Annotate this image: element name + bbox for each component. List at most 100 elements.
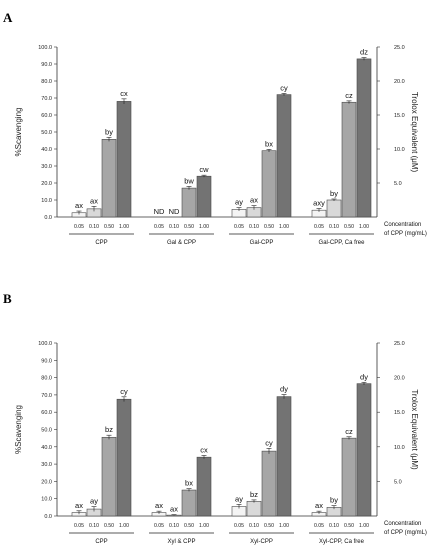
significance-label: axy bbox=[313, 199, 325, 208]
concentration-label-unit: of CPP (mg/mL) bbox=[384, 231, 427, 237]
y-tick-label: 40.0 bbox=[41, 445, 52, 451]
significance-label: dz bbox=[360, 48, 368, 57]
bar bbox=[181, 489, 197, 517]
significance-label: bw bbox=[184, 176, 194, 185]
y2-tick-label: 20.0 bbox=[394, 376, 405, 382]
panel-letter-b: B bbox=[3, 291, 12, 306]
y2-tick-label: 10.0 bbox=[394, 445, 405, 451]
significance-label: bz bbox=[105, 425, 113, 434]
bar bbox=[101, 139, 117, 218]
y2-tick-label: 20.0 bbox=[394, 79, 405, 85]
x-tick-label: 1.00 bbox=[119, 224, 129, 230]
significance-label: ax bbox=[90, 196, 98, 205]
bar bbox=[246, 500, 262, 517]
x-tick-label: 0.05 bbox=[74, 523, 84, 529]
x-tick-label: 0.10 bbox=[249, 224, 259, 230]
significance-label: bz bbox=[250, 490, 258, 499]
bar bbox=[116, 398, 132, 517]
y-tick-label: 30.0 bbox=[41, 462, 52, 468]
significance-label: cy bbox=[280, 83, 288, 92]
y-tick-label: 50.0 bbox=[41, 428, 52, 434]
x-tick-label: 0.50 bbox=[344, 224, 354, 230]
y2-tick-label: 5.0 bbox=[394, 181, 402, 187]
y2-axis-title: Trolox Equivalent (μM) bbox=[410, 389, 419, 470]
x-tick-label: 0.50 bbox=[184, 523, 194, 529]
bar bbox=[261, 450, 277, 517]
x-tick-label: 1.00 bbox=[359, 523, 369, 529]
y2-tick-label: 25.0 bbox=[394, 45, 405, 51]
group-label: Xyl & CPP bbox=[167, 539, 195, 545]
significance-label: dy bbox=[280, 385, 288, 394]
x-tick-label: 0.10 bbox=[89, 523, 99, 529]
significance-label: by bbox=[330, 189, 338, 198]
significance-label: dy bbox=[360, 372, 368, 381]
x-tick-label: 1.00 bbox=[199, 224, 209, 230]
bar bbox=[356, 58, 372, 218]
x-tick-label: 0.10 bbox=[329, 224, 339, 230]
significance-label: ax bbox=[170, 505, 178, 514]
y-tick-label: 80.0 bbox=[41, 79, 52, 85]
x-tick-label: 0.05 bbox=[234, 523, 244, 529]
y-tick-label: 60.0 bbox=[41, 410, 52, 416]
x-tick-label: 0.05 bbox=[154, 523, 164, 529]
y-tick-label: 0.0 bbox=[44, 514, 52, 520]
y-tick-label: 30.0 bbox=[41, 164, 52, 170]
y-tick-label: 70.0 bbox=[41, 393, 52, 399]
significance-label: ay bbox=[235, 494, 243, 503]
y-tick-label: 50.0 bbox=[41, 130, 52, 136]
y-axis-title: %Scavenging bbox=[14, 405, 23, 454]
y2-axis-title: Trolox Equivalent (μM) bbox=[410, 92, 419, 173]
group-label: CPP bbox=[95, 240, 107, 246]
group-label: Xyl-CPP bbox=[250, 539, 273, 545]
x-tick-label: 0.50 bbox=[344, 523, 354, 529]
y-tick-label: 10.0 bbox=[41, 497, 52, 503]
bar bbox=[356, 383, 372, 517]
y2-tick-label: 10.0 bbox=[394, 147, 405, 153]
bar bbox=[101, 436, 117, 517]
chart-panel-b: 0.0 10.0 20.0 30.0 40.0 50.0 60.0 70.0 80.0 90.0 1… bbox=[14, 341, 427, 545]
x-tick-label: 0.10 bbox=[329, 523, 339, 529]
y2-tick-label: 25.0 bbox=[394, 341, 405, 347]
y-tick-label: 40.0 bbox=[41, 147, 52, 153]
x-tick-label: 0.50 bbox=[264, 224, 274, 230]
significance-label: cz bbox=[345, 91, 353, 100]
significance-label: by bbox=[330, 496, 338, 505]
significance-label: ax bbox=[315, 501, 323, 510]
significance-label: ax bbox=[155, 501, 163, 510]
y-tick-label: 80.0 bbox=[41, 376, 52, 382]
panel-letter-a: A bbox=[3, 10, 13, 25]
significance-label: cx bbox=[120, 89, 128, 98]
significance-label: ND bbox=[169, 207, 180, 216]
significance-label: cw bbox=[199, 165, 209, 174]
significance-label: ND bbox=[154, 207, 165, 216]
significance-label: cz bbox=[345, 427, 353, 436]
bar bbox=[326, 199, 342, 218]
concentration-label: Concentration bbox=[384, 521, 421, 527]
significance-label: ay bbox=[90, 497, 98, 506]
significance-label: cy bbox=[120, 387, 128, 396]
x-tick-label: 0.50 bbox=[104, 224, 114, 230]
y-axis-title: %Scavenging bbox=[14, 108, 23, 157]
chart-panel-a: 0.0 10.0 20.0 30.0 40.0 50.0 60.0 70.0 80.0 90.0 1… bbox=[14, 45, 427, 246]
x-tick-label: 1.00 bbox=[119, 523, 129, 529]
significance-label: ax bbox=[250, 196, 258, 205]
bar bbox=[276, 396, 292, 517]
significance-label: ax bbox=[75, 501, 83, 510]
y-tick-label: 90.0 bbox=[41, 358, 52, 364]
x-tick-label: 1.00 bbox=[359, 224, 369, 230]
significance-label: cy bbox=[265, 438, 273, 447]
x-tick-label: 0.05 bbox=[314, 523, 324, 529]
x-tick-label: 0.10 bbox=[249, 523, 259, 529]
y-tick-label: 10.0 bbox=[41, 198, 52, 204]
x-tick-label: 0.50 bbox=[184, 224, 194, 230]
concentration-label: Concentration bbox=[384, 222, 421, 228]
group-label: CPP bbox=[95, 539, 107, 545]
group-label: Gal-CPP, Ca free bbox=[319, 240, 366, 246]
group-label: Xyl-CPP, Ca free bbox=[319, 539, 365, 545]
y-tick-label: 20.0 bbox=[41, 479, 52, 485]
significance-label: by bbox=[105, 127, 113, 136]
bar bbox=[276, 94, 292, 218]
bar bbox=[196, 175, 212, 218]
x-tick-label: 0.10 bbox=[169, 523, 179, 529]
